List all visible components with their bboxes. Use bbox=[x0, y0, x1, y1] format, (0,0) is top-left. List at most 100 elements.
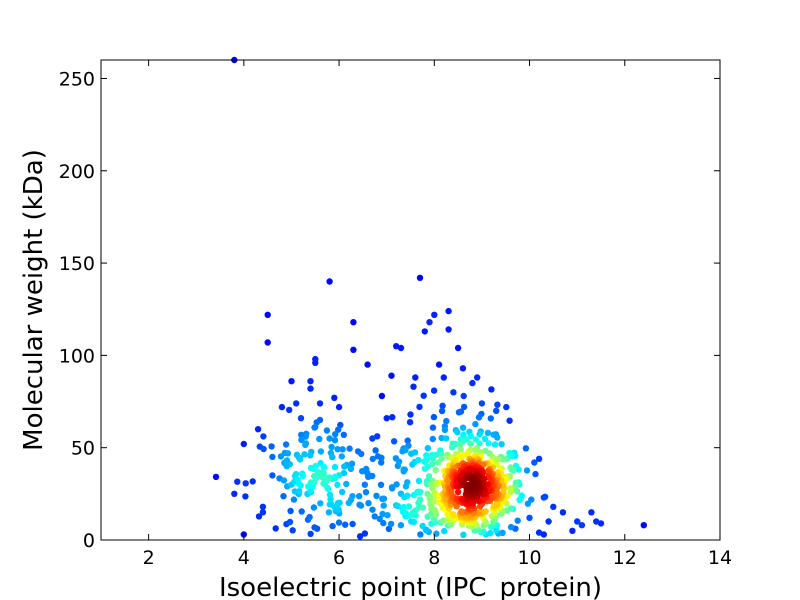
data-point bbox=[286, 406, 293, 414]
data-point bbox=[384, 512, 391, 519]
data-point bbox=[459, 365, 467, 372]
data-point bbox=[431, 506, 438, 514]
data-point bbox=[402, 483, 410, 490]
data-point bbox=[469, 479, 476, 486]
data-point bbox=[335, 519, 343, 526]
x-axis-label: Isoelectric point (IPC_protein) bbox=[219, 573, 602, 600]
x-tick-label: 6 bbox=[333, 547, 345, 569]
x-tick-label: 8 bbox=[428, 547, 440, 569]
data-point bbox=[334, 481, 341, 489]
data-point bbox=[356, 533, 364, 540]
data-point bbox=[438, 407, 446, 415]
data-point bbox=[372, 447, 379, 454]
data-point bbox=[286, 461, 293, 468]
data-point bbox=[326, 491, 334, 498]
data-point bbox=[416, 496, 424, 503]
data-point bbox=[406, 419, 414, 426]
data-point bbox=[445, 478, 452, 485]
data-point bbox=[340, 431, 347, 438]
data-point bbox=[526, 514, 533, 521]
data-point bbox=[430, 387, 438, 394]
data-point bbox=[307, 385, 314, 392]
data-point bbox=[307, 378, 314, 385]
data-point bbox=[377, 481, 385, 488]
data-point bbox=[481, 435, 489, 442]
data-point bbox=[326, 278, 333, 285]
data-point bbox=[401, 466, 408, 473]
data-point bbox=[242, 480, 249, 487]
data-point bbox=[411, 449, 419, 456]
data-point bbox=[338, 453, 345, 460]
data-point bbox=[467, 432, 475, 440]
data-point bbox=[491, 441, 499, 448]
data-point bbox=[445, 307, 452, 315]
data-point bbox=[458, 508, 465, 515]
data-point bbox=[278, 403, 286, 411]
data-point bbox=[264, 311, 271, 318]
x-tick-label: 2 bbox=[143, 547, 155, 569]
data-point bbox=[417, 488, 424, 496]
data-point bbox=[404, 437, 411, 444]
data-point bbox=[484, 429, 492, 437]
data-point bbox=[313, 419, 320, 426]
data-point bbox=[499, 456, 507, 463]
data-point bbox=[588, 509, 595, 516]
data-point bbox=[364, 361, 371, 368]
data-point bbox=[450, 389, 457, 396]
data-point bbox=[493, 407, 500, 414]
data-point bbox=[416, 274, 424, 281]
data-point bbox=[455, 409, 463, 416]
data-point bbox=[297, 415, 305, 422]
data-point bbox=[359, 468, 366, 475]
data-point bbox=[569, 527, 576, 534]
data-point bbox=[317, 500, 324, 507]
data-point bbox=[559, 509, 567, 516]
data-point bbox=[328, 443, 335, 451]
data-point bbox=[457, 445, 464, 452]
data-point bbox=[326, 435, 333, 442]
data-point bbox=[448, 444, 456, 451]
data-point bbox=[301, 451, 308, 458]
data-point bbox=[454, 488, 462, 496]
data-point bbox=[376, 515, 383, 523]
data-point bbox=[493, 526, 500, 534]
data-point bbox=[329, 453, 336, 461]
data-point bbox=[485, 440, 492, 447]
data-point bbox=[454, 429, 461, 436]
data-point bbox=[268, 443, 275, 450]
data-point bbox=[423, 456, 430, 463]
data-point bbox=[388, 372, 395, 379]
data-point bbox=[297, 482, 304, 489]
data-point bbox=[416, 403, 423, 411]
data-point bbox=[578, 522, 586, 529]
data-point bbox=[429, 435, 436, 443]
data-point bbox=[280, 477, 288, 484]
data-point bbox=[298, 508, 305, 515]
data-point bbox=[397, 522, 405, 529]
data-point bbox=[373, 492, 380, 499]
data-point bbox=[472, 420, 479, 428]
data-point bbox=[506, 417, 513, 424]
data-point bbox=[287, 507, 294, 515]
data-point bbox=[369, 435, 376, 442]
data-point bbox=[516, 496, 523, 504]
data-point bbox=[441, 426, 449, 433]
data-point bbox=[514, 517, 521, 524]
data-point bbox=[329, 522, 336, 530]
data-point bbox=[335, 403, 343, 411]
data-point bbox=[429, 455, 436, 462]
data-point bbox=[507, 464, 514, 471]
data-point bbox=[231, 490, 238, 497]
data-point bbox=[404, 492, 411, 499]
data-point bbox=[311, 524, 318, 531]
data-point bbox=[327, 501, 335, 508]
data-point bbox=[312, 359, 319, 366]
data-point bbox=[474, 374, 481, 381]
data-point bbox=[412, 374, 419, 381]
data-point bbox=[339, 488, 346, 496]
data-point bbox=[439, 402, 446, 409]
data-point bbox=[286, 518, 294, 526]
y-tick-label: 50 bbox=[71, 438, 95, 460]
data-point bbox=[405, 503, 413, 510]
